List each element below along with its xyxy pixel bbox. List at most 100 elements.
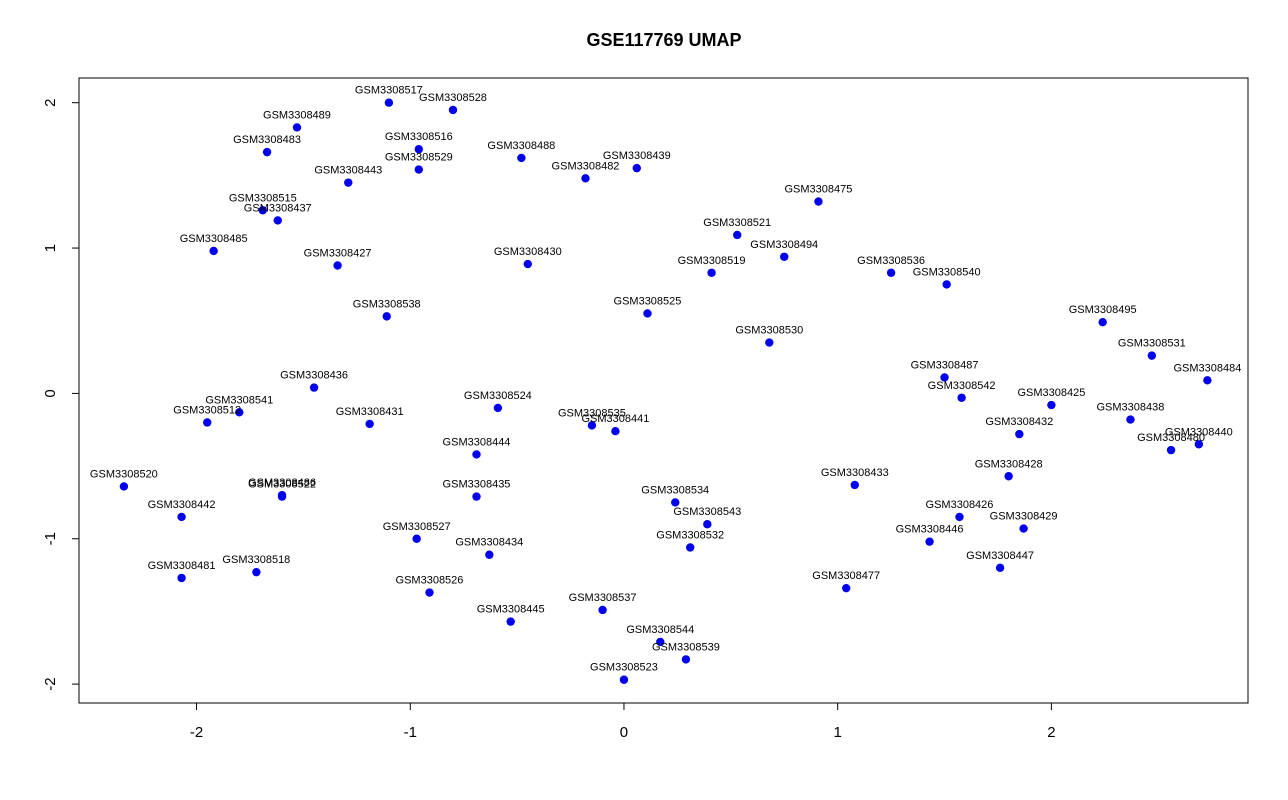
data-point: [765, 338, 774, 347]
data-point: [707, 268, 716, 277]
x-axis: -2 -1 0 1 2: [190, 703, 1056, 741]
chart-title: GSE117769 UMAP: [586, 30, 741, 50]
point-label: GSM3308432: [985, 416, 1053, 428]
data-point: [365, 419, 374, 429]
point-label: GSM3308522: [248, 479, 316, 491]
point-label: GSM3308530: [735, 325, 803, 337]
data-point: [703, 520, 712, 529]
data-point: [671, 498, 680, 507]
data-point: [1098, 317, 1107, 327]
point-label: GSM3308487: [911, 359, 979, 371]
data-point: [203, 418, 212, 427]
point-label: GSM3308542: [928, 380, 996, 392]
data-point: [119, 482, 129, 491]
data-point: [472, 492, 481, 501]
data-point: [493, 403, 503, 413]
data-point: [1047, 400, 1056, 410]
point-label: GSM3308517: [355, 85, 423, 97]
point-label: GSM3308444: [443, 436, 511, 448]
data-point: [842, 583, 851, 593]
point-label: GSM3308486: [248, 477, 316, 489]
point-label: GSM3308437: [244, 202, 312, 214]
point-label: GSM3308484: [1173, 362, 1241, 374]
point-label: GSM3308488: [487, 140, 555, 152]
point-label: GSM3308523: [590, 662, 658, 674]
x-tick-label: -1: [404, 724, 417, 741]
data-point: [177, 573, 186, 583]
data-point: [1126, 415, 1135, 424]
data-point: [235, 408, 244, 417]
data-point: [598, 605, 607, 615]
point-label: GSM3308483: [233, 134, 301, 146]
point-label: GSM3308539: [652, 641, 720, 653]
data-point: [209, 246, 218, 256]
data-point: [309, 383, 319, 392]
point-label: GSM3308480: [1137, 432, 1205, 444]
point-label: GSM3308544: [626, 624, 694, 636]
point-label: GSM3308512: [173, 404, 241, 416]
point-label: GSM3308426: [926, 499, 994, 511]
data-point: [177, 512, 186, 522]
point-label: GSM3308529: [385, 152, 453, 164]
data-point: [1004, 472, 1013, 481]
data-point: [1147, 351, 1157, 360]
data-point: [425, 588, 434, 597]
data-point: [587, 421, 597, 430]
point-label: GSM3308435: [443, 479, 511, 491]
point-label: GSM3308519: [678, 255, 746, 267]
data-point: [258, 206, 267, 215]
data-point: [581, 174, 590, 183]
data-point: [506, 617, 515, 626]
data-point: [1203, 376, 1212, 385]
x-tick-label: 0: [620, 724, 628, 741]
point-label: GSM3308541: [205, 394, 273, 406]
point-label: GSM3308532: [656, 529, 724, 541]
points-layer: [119, 98, 1212, 684]
point-label: GSM3308445: [477, 604, 545, 616]
data-point: [656, 637, 665, 647]
data-point: [957, 393, 966, 402]
point-label: GSM3308446: [896, 524, 964, 536]
data-point: [382, 312, 391, 321]
x-tick-label: 1: [834, 724, 842, 741]
point-label: GSM3308433: [821, 467, 889, 479]
point-label: GSM3308525: [614, 295, 682, 307]
point-label: GSM3308440: [1165, 426, 1233, 438]
data-point: [850, 480, 859, 490]
y-tick-label: 1: [42, 244, 59, 252]
data-point: [995, 563, 1005, 573]
point-label: GSM3308515: [229, 192, 297, 204]
data-point: [643, 309, 652, 318]
data-point: [277, 492, 287, 501]
point-label: GSM3308495: [1069, 304, 1137, 316]
point-label: GSM3308518: [222, 554, 290, 566]
data-point: [412, 534, 421, 543]
data-point: [472, 450, 481, 459]
point-label: GSM3308520: [90, 468, 158, 480]
point-label: GSM3308494: [750, 239, 818, 251]
point-label: GSM3308540: [913, 266, 981, 278]
point-label: GSM3308489: [263, 109, 331, 121]
point-label: GSM3308538: [353, 298, 421, 310]
data-point: [942, 280, 951, 289]
point-label: GSM3308427: [304, 248, 372, 260]
point-label: GSM3308535: [558, 407, 626, 419]
data-point: [955, 512, 964, 522]
point-label: GSM3308442: [148, 499, 216, 511]
y-axis: -2 -1 0 1 2: [42, 99, 79, 691]
point-label: GSM3308441: [581, 413, 649, 425]
point-label: GSM3308443: [314, 165, 382, 177]
point-label: GSM3308436: [280, 370, 348, 382]
y-tick-label: -1: [42, 532, 59, 545]
data-point: [619, 675, 629, 684]
point-label: GSM3308537: [569, 592, 637, 604]
data-point: [414, 145, 424, 154]
data-point: [780, 252, 789, 261]
data-point: [414, 165, 424, 174]
plot-frame: [78, 77, 1249, 704]
point-label: GSM3308430: [494, 246, 562, 258]
point-label: GSM3308431: [336, 406, 404, 418]
point-label: GSM3308526: [396, 575, 464, 587]
